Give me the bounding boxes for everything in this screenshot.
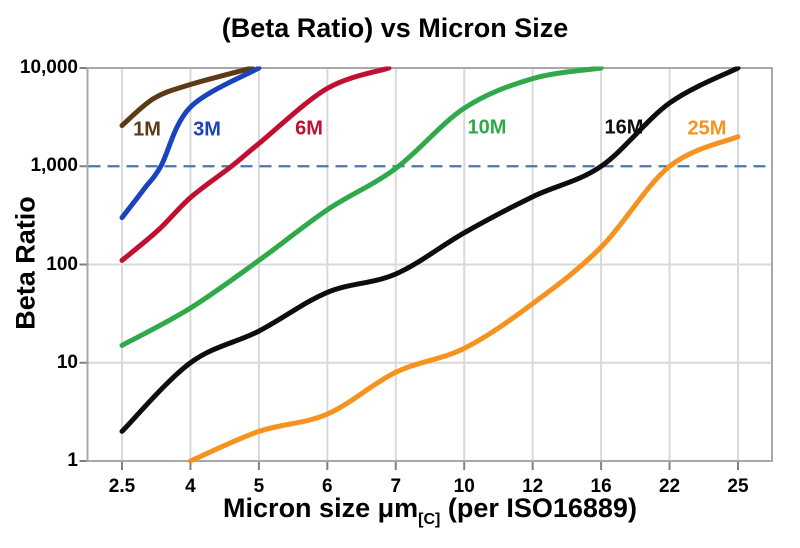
curve-10m <box>119 66 604 348</box>
x-tick-label: 2.5 <box>108 476 136 497</box>
x-tick-label: 22 <box>658 476 681 497</box>
x-tick-label: 25 <box>727 476 749 497</box>
series-label-1m: 1M <box>133 118 161 141</box>
series-label-10m: 10M <box>467 116 507 139</box>
x-tick-label: 16 <box>590 476 612 497</box>
curve-3m <box>119 66 262 221</box>
x-axis-title-suffix: (per ISO16889) <box>440 493 637 523</box>
series-label-25m: 25M <box>687 117 727 140</box>
y-tick-label: 1 <box>67 450 78 471</box>
series-label-16m: 16M <box>604 116 644 139</box>
x-tick-label: 12 <box>522 476 544 497</box>
plot-frame <box>86 67 773 462</box>
series-label-6m: 6M <box>295 117 323 140</box>
curve-25m <box>187 134 741 463</box>
chart-title: (Beta Ratio) vs Micron Size <box>221 13 569 43</box>
x-tick-label: 4 <box>185 476 196 497</box>
curve-16m <box>119 66 741 434</box>
curve-1m <box>119 66 255 128</box>
x-axis-title-text: Micron size μm <box>223 493 419 523</box>
y-tick-label: 100 <box>46 253 78 275</box>
y-tick-label: 1,000 <box>30 155 78 177</box>
y-tick-label: 10 <box>56 351 78 373</box>
x-axis-title-subscript: [C] <box>418 511 441 528</box>
x-axis-title: Micron size μm[C] (per ISO16889) <box>88 493 772 528</box>
x-tick-label: 10 <box>453 476 475 497</box>
series-label-3m: 3M <box>193 118 221 141</box>
x-tick-label: 5 <box>253 476 265 497</box>
y-tick-label: 10,000 <box>19 57 78 78</box>
x-tick-label: 7 <box>390 476 402 497</box>
x-tick-label: 6 <box>322 476 333 497</box>
curve-6m <box>119 66 392 263</box>
